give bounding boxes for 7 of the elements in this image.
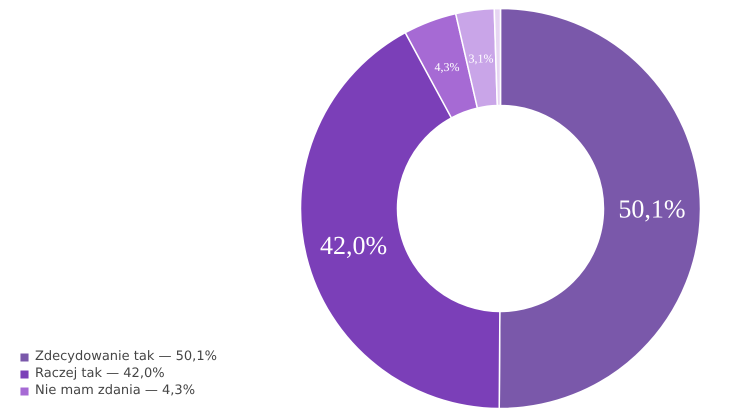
- legend-label: Zdecydowanie tak — 50,1%: [35, 349, 217, 364]
- data-label: 42,0%: [320, 230, 388, 260]
- data-label: 50,1%: [618, 194, 686, 224]
- data-label: 4,3%: [434, 60, 460, 74]
- legend-label: Raczej tak — 42,0%: [35, 366, 165, 381]
- data-label: 3,1%: [468, 51, 494, 66]
- legend-label: Nie mam zdania — 4,3%: [35, 383, 196, 398]
